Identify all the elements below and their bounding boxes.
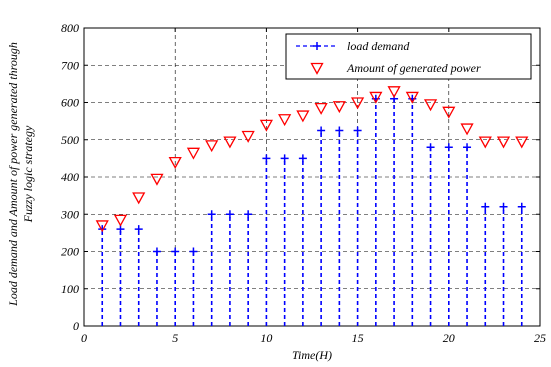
y-tick-label: 0 [73,319,79,333]
load-demand-stem [116,225,125,326]
generated-power-marker [387,86,401,99]
generated-power-marker [205,140,219,153]
legend-box [285,33,532,80]
stem-plus-marker [353,126,362,135]
stem-plus-marker [244,210,253,219]
load-demand-stem [207,210,216,326]
generated-power-marker [314,102,328,115]
y-tick-label: 600 [61,96,79,110]
load-demand-stem [134,225,143,326]
generated-power-marker [150,173,164,186]
generated-power-marker [442,106,456,119]
x-axis-label: Time(H) [292,348,332,362]
stem-plus-marker [134,225,143,234]
generated-power-marker [296,110,310,123]
y-tick-label: 100 [61,282,79,296]
load-demand-stem [152,247,161,326]
y-tick-label: 700 [61,58,79,72]
load-demand-stem [317,126,326,326]
stem-plus-marker [171,247,180,256]
x-tick-label: 15 [352,331,364,345]
y-axis-label-line-1: Load demand and Amount of power generate… [6,42,20,307]
stem-plus-marker [444,143,453,152]
generated-power-marker [496,136,511,149]
x-tick-label: 25 [534,331,546,345]
generated-power-series [95,86,529,233]
x-tick-label: 0 [81,331,87,345]
generated-power-marker [405,91,419,104]
load-demand-stem [225,210,234,326]
load-demand-stem [335,126,344,326]
generated-power-marker [95,220,109,233]
generated-power-marker [278,114,292,127]
generated-power-marker [423,99,438,112]
generated-power-marker [223,136,237,149]
load-demand-stem [444,143,453,326]
generated-power-marker [168,156,182,169]
load-demand-stem [298,154,307,326]
load-demand-stem [371,94,380,326]
load-demand-stem [98,225,107,326]
stem-plus-marker [517,202,526,211]
load-demand-series [98,94,526,326]
stem-plus-marker [207,210,216,219]
legend-swatch-plus-marker [313,42,321,50]
legend-label-load-demand: load demand [347,39,410,53]
x-tick-label: 10 [260,331,272,345]
stem-plus-marker [463,143,472,152]
x-tick-label: 20 [443,331,455,345]
load-demand-stem [499,202,508,326]
load-demand-stem [390,94,399,326]
stem-plus-marker [317,126,326,135]
generated-power-marker [332,101,346,114]
load-demand-stem [408,94,417,326]
stem-plus-marker [262,154,271,163]
y-axis-label-line-2: Fuzzy logic strategy [21,125,35,223]
stem-plus-marker [335,126,344,135]
load-demand-stem [262,154,271,326]
stem-plus-marker [499,202,508,211]
load-demand-stem [481,202,490,326]
load-demand-stem [463,143,472,326]
stem-plus-marker [481,202,490,211]
stem-plus-marker [189,247,198,256]
generated-power-marker [132,192,146,205]
generated-power-marker [241,130,255,143]
legend-label-generated-power: Amount of generated power [346,61,481,75]
stem-plus-marker [298,154,307,163]
generated-power-marker [113,214,128,227]
load-demand-stem [426,143,435,326]
y-tick-label: 200 [61,245,79,259]
legend-item-load-demand: load demand [296,39,410,53]
generated-power-marker [351,97,365,110]
generated-power-marker [259,119,273,132]
stem-plus-marker [426,143,435,152]
y-tick-label: 400 [61,170,79,184]
load-demand-stem [353,126,362,326]
x-tick-label: 5 [172,331,178,345]
load-demand-stem [517,202,526,326]
legend-item-generated-power: Amount of generated power [310,61,481,75]
generated-power-marker [460,123,474,136]
stem-plus-marker [225,210,234,219]
load-demand-stem [171,247,180,326]
generated-power-marker [186,147,201,160]
generated-power-marker [478,136,492,149]
generated-power-marker [515,136,529,149]
legend-swatch-triangle-marker [310,62,324,75]
stem-plus-marker [280,154,289,163]
load-demand-stem [189,247,198,326]
y-tick-label: 800 [61,21,79,35]
y-tick-label: 500 [61,133,79,147]
load-demand-stem [280,154,289,326]
stem-plus-marker [152,247,161,256]
generated-power-marker [369,91,383,104]
y-tick-label: 300 [60,207,79,221]
load-demand-stem [244,210,253,326]
legend: load demand Amount of generated power [285,33,532,80]
